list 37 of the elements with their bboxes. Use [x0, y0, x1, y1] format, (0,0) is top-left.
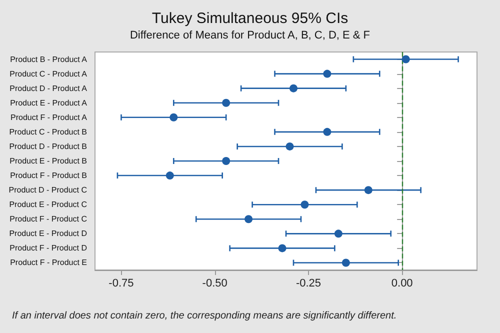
y-tick-label: Product F - Product A: [10, 112, 88, 122]
x-tick-label: 0.00: [391, 278, 413, 290]
point: [244, 215, 253, 224]
chart-title: Tukey Simultaneous 95% CIs: [152, 10, 348, 27]
point: [166, 172, 174, 180]
point: [170, 113, 178, 122]
point: [290, 84, 298, 92]
y-tick-label: Product F - Product E: [10, 258, 87, 268]
point: [278, 244, 286, 252]
y-tick-label: Product F - Product D: [10, 244, 88, 253]
chart-subtitle: Difference of Means for Product A, B, C, D, E & F: [130, 30, 370, 42]
point: [364, 186, 372, 194]
y-tick-label: Product D - Product A: [10, 84, 88, 93]
y-tick-label: Product E - Product C: [9, 200, 88, 210]
y-tick-label: Product E - Product A: [10, 98, 88, 108]
y-tick-label: Product F - Product B: [10, 171, 87, 180]
point: [323, 70, 332, 78]
y-tick-label: Product D - Product C: [8, 186, 88, 195]
y-tick-label: Product E - Product D: [9, 229, 88, 238]
point: [222, 98, 230, 107]
x-tick-label: -0.25: [296, 278, 322, 290]
x-tick-label: -0.75: [108, 278, 134, 290]
y-tick-label: Product F - Product C: [10, 214, 88, 224]
y-tick-label: Product C - Product B: [9, 127, 87, 136]
point: [402, 55, 410, 64]
point: [323, 128, 332, 136]
y-tick-label: Product D - Product B: [9, 142, 87, 151]
y-tick-label: Product B - Product A: [10, 54, 88, 64]
point: [286, 142, 294, 150]
point: [222, 157, 230, 165]
y-tick-label: Product E - Product B: [10, 156, 87, 166]
point: [300, 200, 309, 209]
y-tick-label: Product C - Product A: [10, 69, 88, 78]
text: If an interval does not contain zero, the corresponding means are significantly different.: [12, 310, 397, 322]
x-tick-label: -0.50: [202, 278, 228, 290]
point: [334, 230, 342, 238]
point: [342, 258, 350, 267]
